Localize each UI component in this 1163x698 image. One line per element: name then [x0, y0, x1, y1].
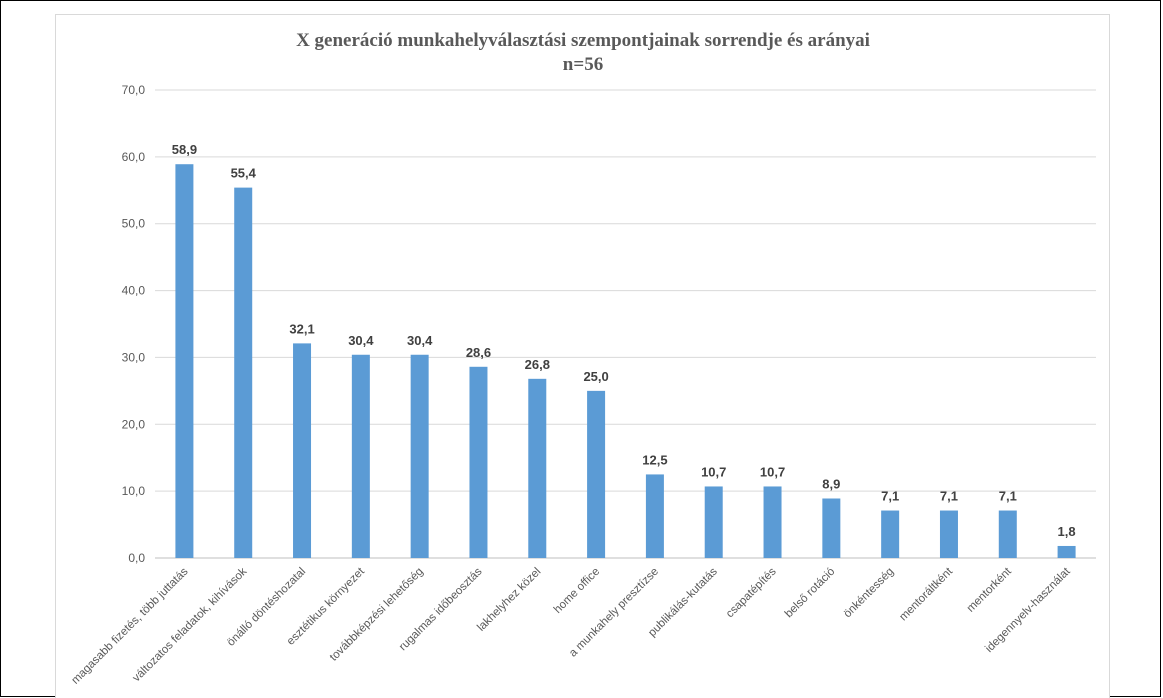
category-label: mentorként — [965, 565, 1015, 615]
y-tick-label: 10,0 — [122, 484, 146, 498]
data-label: 7,1 — [940, 489, 958, 504]
y-tick-label: 20,0 — [122, 417, 146, 431]
y-tick-label: 50,0 — [122, 217, 146, 231]
bar — [293, 343, 312, 558]
data-label: 8,9 — [822, 476, 840, 491]
chart-area — [55, 14, 1110, 698]
category-label: önkéntesség — [842, 566, 897, 621]
data-label: 1,8 — [1058, 524, 1076, 539]
bar — [528, 378, 547, 558]
data-label: 32,1 — [289, 321, 314, 336]
bar — [1057, 545, 1076, 558]
bar — [881, 510, 900, 558]
y-tick-label: 0,0 — [128, 551, 145, 565]
data-label: 7,1 — [881, 489, 899, 504]
bar — [822, 498, 841, 558]
bars — [175, 164, 1076, 558]
bar — [704, 486, 723, 558]
data-label: 12,5 — [642, 452, 667, 467]
bar — [998, 510, 1017, 558]
bar — [763, 486, 782, 558]
data-label: 30,4 — [348, 333, 374, 348]
data-label: 7,1 — [999, 489, 1017, 504]
category-label: magasabb fizetés, több juttatás — [69, 565, 190, 686]
bar — [410, 354, 429, 558]
data-labels: 58,9 55,4 32,1 30,4 30,4 28,6 26,8 25,0 12,5 10,7… — [172, 142, 1076, 539]
bar — [351, 354, 370, 558]
data-label: 28,6 — [466, 345, 491, 360]
bar — [645, 474, 664, 558]
data-label: 58,9 — [172, 142, 197, 157]
category-label: belső rotáció — [783, 566, 838, 621]
category-label: változatos feladatok, kihívások — [131, 565, 250, 684]
y-axis-ticks: 0,0 10,0 20,0 30,0 40,0 50,0 60,0 70,0 — [122, 83, 146, 565]
chart-title: X generáció munkahelyválasztási szempont… — [296, 30, 870, 51]
data-label: 10,7 — [760, 464, 785, 479]
bar — [939, 510, 958, 558]
data-label: 55,4 — [231, 166, 257, 181]
category-label: home office — [552, 566, 602, 616]
y-tick-label: 70,0 — [122, 83, 146, 97]
category-label: lakhelyhez közel — [475, 566, 543, 634]
category-label: csapatépítés — [724, 565, 779, 620]
bar — [587, 390, 606, 558]
data-label: 26,8 — [525, 357, 550, 372]
y-tick-label: 60,0 — [122, 150, 146, 164]
x-axis-categories: magasabb fizetés, több juttatásváltozato… — [69, 565, 1073, 687]
category-label: mentoráltként — [897, 565, 955, 623]
gridlines — [155, 89, 1096, 559]
data-label: 25,0 — [583, 369, 608, 384]
bar — [234, 187, 253, 558]
y-tick-label: 40,0 — [122, 284, 146, 298]
bar — [469, 366, 488, 558]
bar — [175, 164, 194, 558]
data-label: 10,7 — [701, 464, 726, 479]
y-tick-label: 30,0 — [122, 350, 146, 364]
data-label: 30,4 — [407, 333, 433, 348]
chart-subtitle: n=56 — [563, 54, 603, 75]
